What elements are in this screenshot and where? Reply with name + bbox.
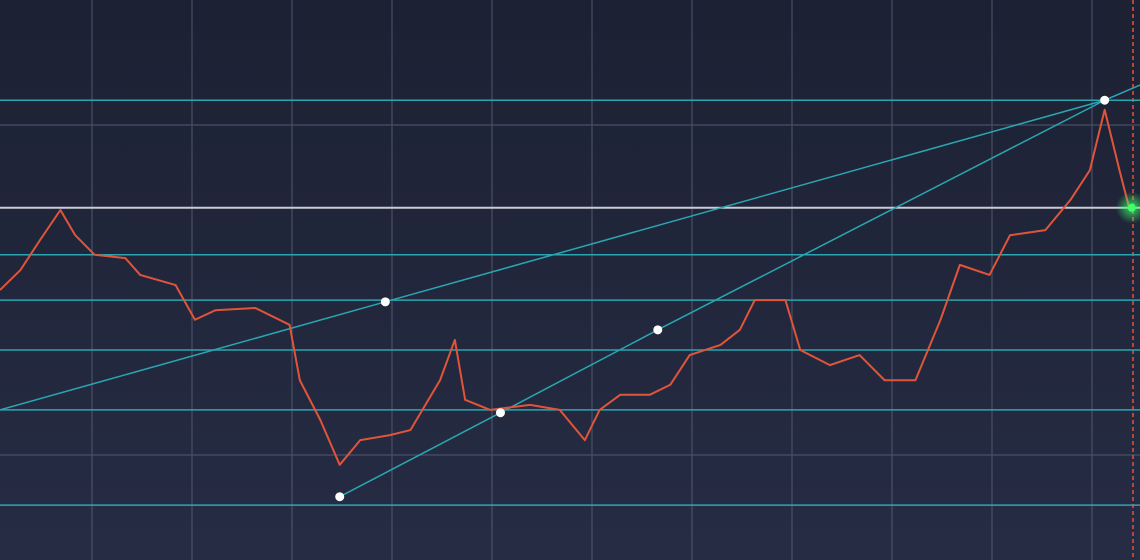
price-line — [0, 108, 1131, 466]
anchor-point — [653, 325, 663, 335]
anchor-point — [335, 492, 345, 502]
trend-line — [0, 84, 1140, 411]
trend-line — [339, 99, 1106, 498]
current-price-dot — [1127, 203, 1136, 212]
anchor-point — [1100, 95, 1110, 105]
anchor-point — [495, 408, 505, 418]
anchor-point — [380, 297, 390, 307]
